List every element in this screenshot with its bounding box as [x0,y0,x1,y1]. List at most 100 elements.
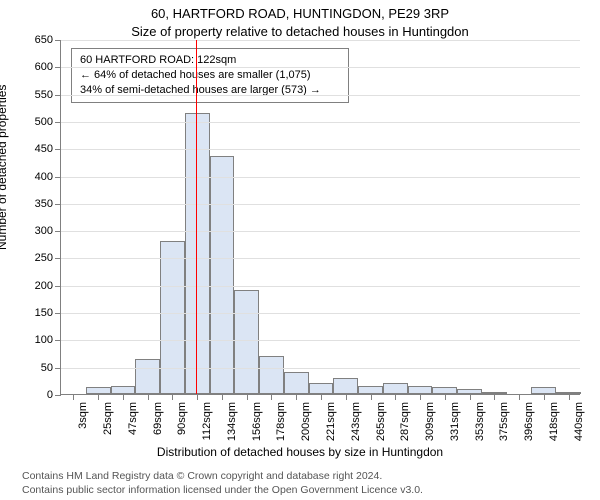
y-tick-label: 450 [35,143,53,155]
y-tick [55,95,61,96]
x-tick [420,394,421,400]
y-gridline [61,368,580,369]
x-tick [172,394,173,400]
y-gridline [61,286,580,287]
annot-line2: ← 64% of detached houses are smaller (1,… [80,68,340,83]
y-gridline [61,149,580,150]
histogram-bar [234,290,259,394]
x-tick [470,394,471,400]
histogram-bar [259,356,284,394]
y-tick [55,340,61,341]
x-axis-label: Distribution of detached houses by size … [0,445,600,459]
histogram-plot: 60 HARTFORD ROAD: 122sqm ← 64% of detach… [60,40,580,395]
histogram-bar [309,383,334,394]
x-tick [445,394,446,400]
histogram-bar [111,386,136,394]
x-tick-label: 353sqm [474,402,486,441]
x-tick-label: 25sqm [102,402,114,435]
x-tick [544,394,545,400]
x-tick [73,394,74,400]
x-tick-label: 47sqm [127,402,139,435]
y-gridline [61,95,580,96]
x-tick [222,394,223,400]
x-tick-label: 440sqm [573,402,585,441]
x-tick-label: 243sqm [350,402,362,441]
histogram-bar [333,378,358,394]
x-tick-label: 134sqm [226,402,238,441]
y-tick-label: 0 [47,389,53,401]
x-tick [494,394,495,400]
x-tick [271,394,272,400]
y-tick [55,67,61,68]
y-tick-label: 300 [35,225,53,237]
y-tick [55,231,61,232]
histogram-bar [408,386,433,394]
y-axis-label: Number of detached properties [0,85,9,250]
y-gridline [61,177,580,178]
y-tick-label: 650 [35,34,53,46]
footer-copyright-2: Contains public sector information licen… [22,484,423,496]
y-tick-label: 600 [35,61,53,73]
histogram-bar [284,372,309,394]
x-tick-label: 287sqm [399,402,411,441]
x-tick [123,394,124,400]
y-tick [55,177,61,178]
x-tick [395,394,396,400]
page-title-address: 60, HARTFORD ROAD, HUNTINGDON, PE29 3RP [0,6,600,21]
y-tick [55,204,61,205]
y-gridline [61,67,580,68]
histogram-bar [160,241,185,394]
x-tick-label: 112sqm [201,402,213,440]
x-tick-label: 418sqm [548,402,560,441]
y-gridline [61,231,580,232]
x-tick [148,394,149,400]
y-gridline [61,258,580,259]
y-gridline [61,122,580,123]
property-size-marker [196,40,197,394]
x-tick-label: 221sqm [325,402,337,441]
y-tick [55,286,61,287]
x-tick-label: 69sqm [152,402,164,435]
x-tick [569,394,570,400]
x-tick-label: 156sqm [251,402,263,441]
x-tick [371,394,372,400]
y-tick-label: 400 [35,171,53,183]
y-tick [55,149,61,150]
x-tick [98,394,99,400]
annot-line1: 60 HARTFORD ROAD: 122sqm [80,54,236,66]
y-tick-label: 200 [35,280,53,292]
x-tick-label: 331sqm [449,402,461,441]
x-tick [247,394,248,400]
x-tick [346,394,347,400]
y-tick [55,368,61,369]
x-tick-label: 396sqm [523,402,535,441]
x-tick [197,394,198,400]
histogram-bar [383,383,408,394]
x-tick-label: 90sqm [176,402,188,435]
x-tick-label: 178sqm [275,402,287,441]
footer-copyright-1: Contains HM Land Registry data © Crown c… [22,470,382,482]
y-tick-label: 500 [35,116,53,128]
y-gridline [61,313,580,314]
histogram-bar [210,156,235,394]
x-tick [296,394,297,400]
y-tick [55,395,61,396]
y-tick-label: 150 [35,307,53,319]
y-gridline [61,340,580,341]
y-tick-label: 100 [35,334,53,346]
y-tick-label: 350 [35,198,53,210]
x-tick [519,394,520,400]
histogram-bar [358,386,383,394]
x-tick-label: 309sqm [424,402,436,441]
x-tick-label: 265sqm [375,402,387,441]
histogram-bar [135,359,160,395]
x-tick-label: 200sqm [300,402,312,441]
y-tick [55,258,61,259]
histogram-bar [185,113,210,394]
y-tick-label: 50 [41,362,53,374]
y-gridline [61,40,580,41]
page-title-desc: Size of property relative to detached ho… [0,24,600,39]
y-tick-label: 250 [35,252,53,264]
y-tick-label: 550 [35,89,53,101]
x-tick-label: 375sqm [498,402,510,441]
